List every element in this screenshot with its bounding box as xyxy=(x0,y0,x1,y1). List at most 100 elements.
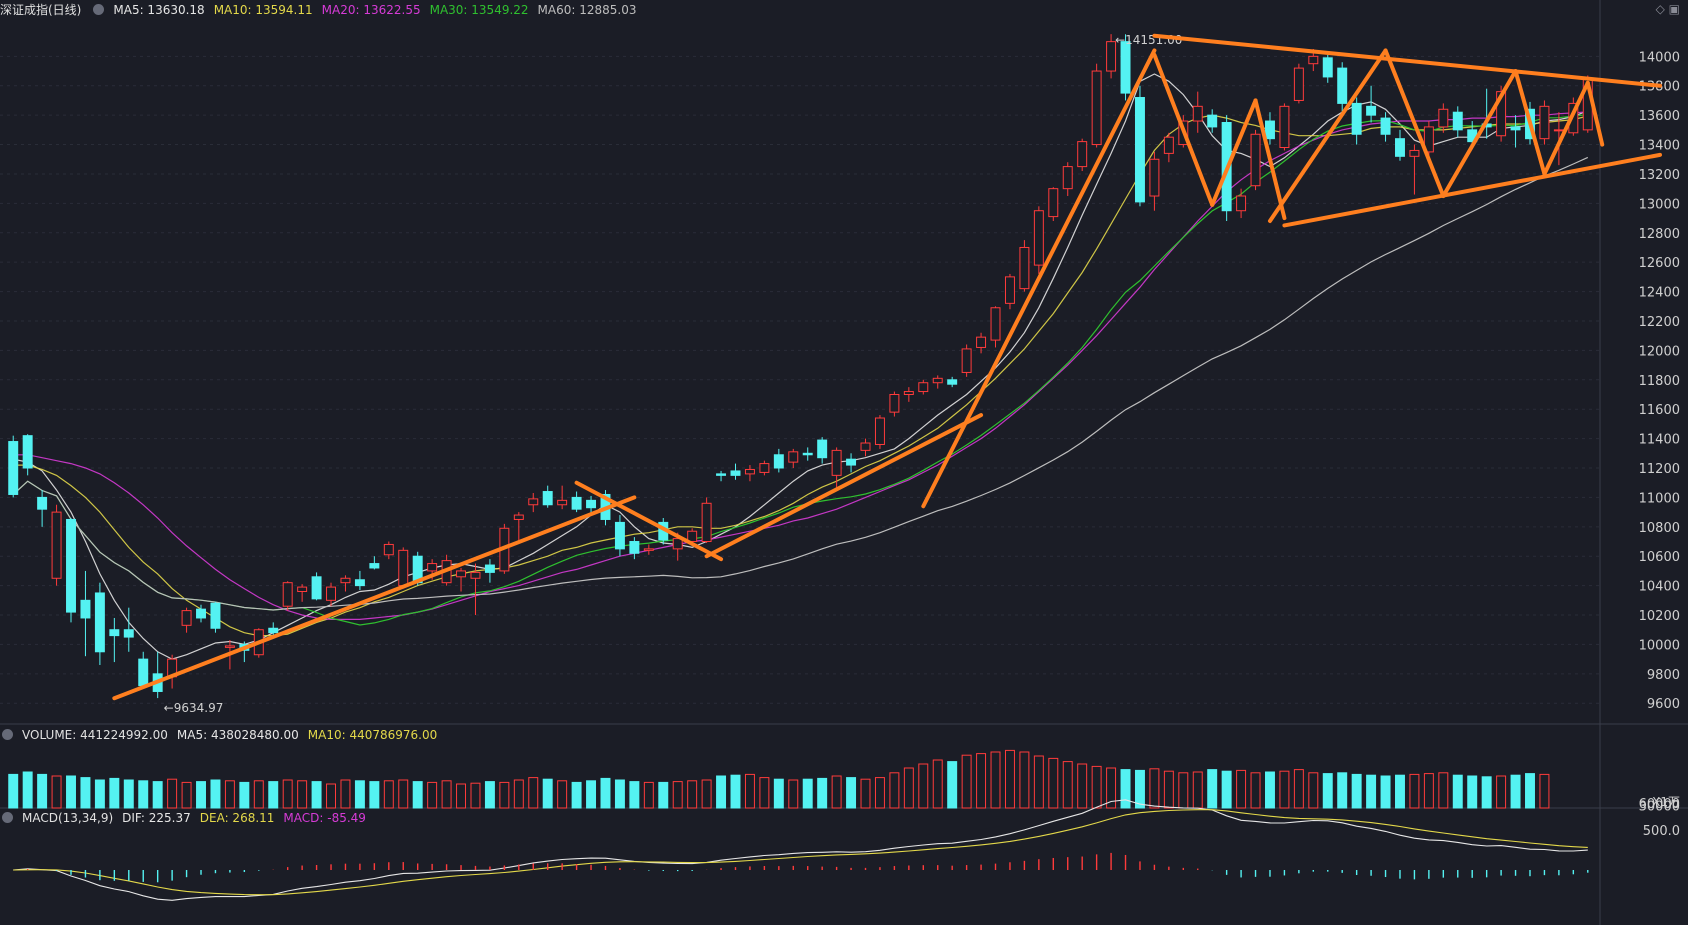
candle-down xyxy=(1322,57,1333,78)
price-tick-label: 11600 xyxy=(1639,403,1680,418)
trendline xyxy=(1441,69,1518,199)
volume-bar xyxy=(903,767,914,809)
candle-up xyxy=(1496,91,1507,137)
candle-down xyxy=(730,470,741,476)
trendline xyxy=(1267,48,1388,224)
candle-down xyxy=(1510,126,1521,131)
volume-bar xyxy=(1178,772,1189,809)
volume-settings-dot-icon[interactable] xyxy=(2,729,13,740)
price-tick-label: 14000 xyxy=(1639,50,1680,65)
candle-up xyxy=(51,511,62,579)
price-tick-label: 11800 xyxy=(1639,374,1680,389)
volume-bar xyxy=(210,779,221,809)
volume-bar xyxy=(1264,771,1275,809)
volume-bar xyxy=(701,779,712,809)
volume-bar xyxy=(846,777,857,809)
volume-bar xyxy=(759,777,770,809)
candle-down xyxy=(1366,105,1377,116)
price-tick-label: 12800 xyxy=(1639,227,1680,242)
price-tick-label: 10000 xyxy=(1639,638,1680,653)
price-tick-label: 13000 xyxy=(1639,197,1680,212)
candle-up xyxy=(282,582,293,607)
candle-up xyxy=(470,571,481,579)
trendline xyxy=(1152,33,1663,88)
candle-up xyxy=(456,570,467,578)
volume-bar xyxy=(990,751,1001,809)
volume-bar xyxy=(1366,774,1377,809)
candle-down xyxy=(1452,111,1463,131)
volume-bar xyxy=(947,761,958,809)
macd-settings-dot-icon[interactable] xyxy=(2,812,13,823)
volume-bar xyxy=(1510,774,1521,809)
candle-up xyxy=(1250,133,1261,187)
volume-bar xyxy=(1380,775,1391,809)
volume-bar xyxy=(1048,757,1059,809)
volume-bar xyxy=(744,773,755,809)
candle-up xyxy=(759,463,770,473)
volume-bar xyxy=(1423,773,1434,809)
volume-bar xyxy=(802,778,813,809)
settings-dot-icon[interactable] xyxy=(93,4,105,15)
candle-down xyxy=(1264,120,1275,140)
candle-up xyxy=(1033,210,1044,266)
volume-bar xyxy=(181,781,192,809)
candle-up xyxy=(1106,41,1117,72)
volume-value-label: VOLUME: 441224992.00 xyxy=(22,728,168,742)
candle-up xyxy=(1077,141,1088,168)
candle-up xyxy=(860,442,871,451)
candle-up xyxy=(1091,70,1102,146)
volume-bar xyxy=(831,775,842,809)
trendline xyxy=(574,480,724,562)
volume-bar xyxy=(629,781,640,809)
macd-tick-label: 500.0 xyxy=(1643,824,1680,839)
volume-bar xyxy=(1467,775,1478,809)
volume-bar xyxy=(1308,772,1319,809)
macd-dif-label: DIF: 225.37 xyxy=(122,811,191,825)
candle-up xyxy=(1062,166,1073,190)
restore-icon[interactable]: ▣ xyxy=(1668,2,1680,16)
volume-bar xyxy=(961,754,972,809)
trendline xyxy=(1152,52,1215,207)
volume-bar xyxy=(571,781,582,809)
candle-up xyxy=(903,391,914,395)
volume-ma10-label: MA10: 440786976.00 xyxy=(307,728,438,742)
volume-bar xyxy=(716,775,727,809)
volume-tick-label: 30000 xyxy=(1639,800,1680,815)
volume-bar xyxy=(427,781,438,809)
volume-unit-label: X1万 xyxy=(1652,795,1680,809)
volume-bar xyxy=(1004,749,1015,809)
candle-down xyxy=(773,454,784,469)
volume-bar xyxy=(1077,763,1088,809)
candle-down xyxy=(484,564,495,573)
candle-down xyxy=(716,473,727,476)
price-tick-label: 13400 xyxy=(1639,139,1680,154)
candle-up xyxy=(1438,108,1449,128)
candle-down xyxy=(1207,114,1218,128)
volume-bar xyxy=(282,779,293,809)
diamond-icon[interactable]: ◇ xyxy=(1655,2,1665,16)
volume-bar xyxy=(8,773,19,809)
volume-bar xyxy=(528,777,539,809)
macd-panel-header: MACD(13,34,9) DIF: 225.37 DEA: 268.11 MACD:… xyxy=(0,809,375,827)
volume-bar xyxy=(918,763,929,809)
trendline xyxy=(1210,98,1258,207)
candle-down xyxy=(80,599,91,619)
trendline xyxy=(704,413,984,559)
candle-down xyxy=(947,379,958,385)
volume-bar xyxy=(253,780,264,809)
volume-bar xyxy=(1106,767,1117,809)
volume-bar xyxy=(932,759,943,809)
candle-up xyxy=(513,514,524,520)
candle-down xyxy=(846,458,857,466)
trendline xyxy=(1513,69,1547,176)
price-tick-label: 10400 xyxy=(1639,580,1680,595)
price-tick-label: 10800 xyxy=(1639,521,1680,536)
ma5-label: MA5: 13630.18 xyxy=(113,3,205,17)
volume-bar xyxy=(1395,774,1405,809)
volume-bar xyxy=(586,780,597,809)
candle-down xyxy=(311,576,322,600)
volume-bar xyxy=(383,780,394,809)
volume-bar xyxy=(311,781,322,809)
candle-up xyxy=(918,382,929,393)
